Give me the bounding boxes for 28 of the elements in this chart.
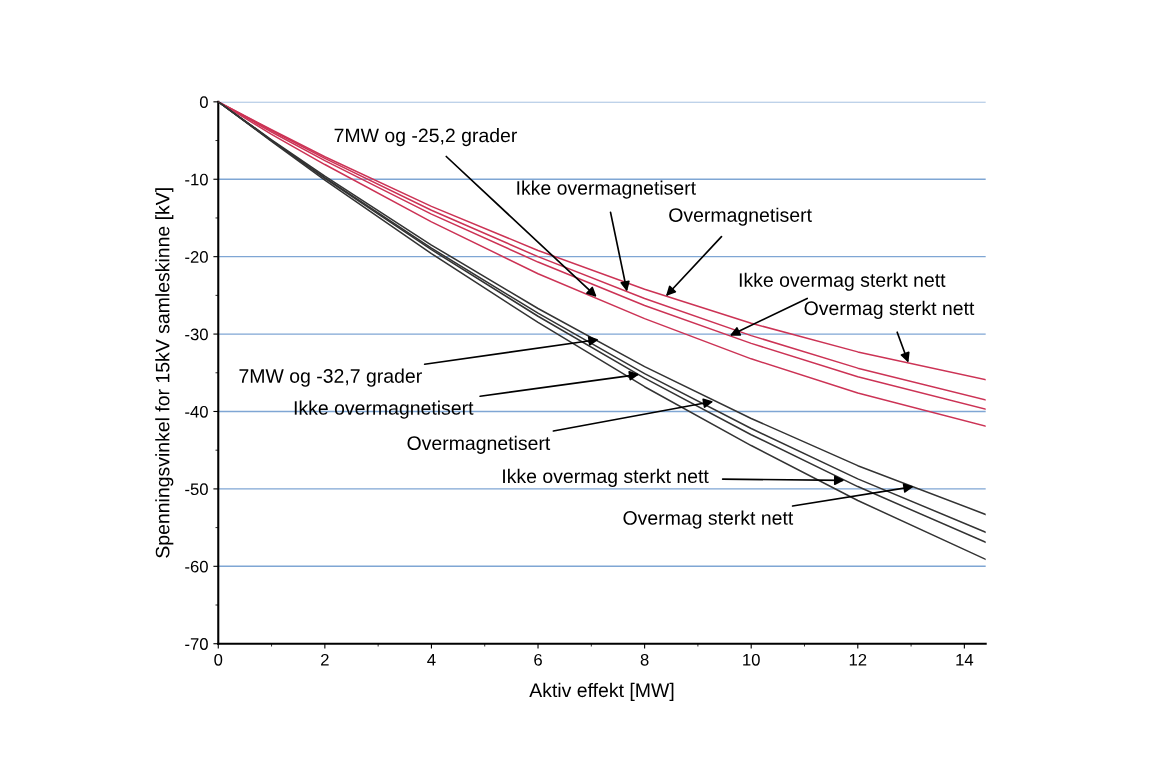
y-tick-label: -30 (185, 328, 208, 341)
x-tick-label: 14 (956, 654, 974, 666)
annotation: Ikke overmagnetisert (294, 400, 474, 419)
y-tick-label: 0 (199, 96, 208, 109)
y-tick-label: -60 (185, 560, 208, 573)
annotation: 7MW og -25,2 grader (334, 128, 518, 147)
y-tick-label: -70 (185, 638, 208, 650)
x-axis-title: Aktiv effekt [MW] (529, 682, 674, 701)
annotation: Ikke overmag sterkt nett (503, 468, 709, 487)
x-tick-label: 4 (427, 654, 436, 666)
y-tick-label: -10 (185, 173, 208, 186)
annotation: Overmag sterkt nett (804, 300, 975, 319)
annotation: Ikke overmag sterkt nett (739, 272, 946, 291)
y-tick-label: -40 (185, 405, 208, 418)
x-tick-label: 6 (534, 653, 542, 666)
y-axis-title: Spenningsvinkel for 15kV samleskinne [kV] (155, 188, 174, 558)
x-tick-label: 2 (321, 653, 329, 666)
annotation: Overmagnetisert (407, 435, 551, 454)
y-tick-label: -20 (185, 251, 208, 263)
y-tick-label: -50 (185, 483, 208, 496)
x-tick-label: 0 (214, 653, 223, 666)
annotation: Overmagnetisert (669, 207, 812, 226)
annotation: Ikke overmagnetisert (517, 180, 696, 199)
x-tick-label: 12 (849, 653, 867, 666)
annotation: 7MW og -32,7 grader (239, 368, 422, 387)
x-tick-label: 8 (640, 653, 649, 666)
annotation: Overmag sterkt nett (623, 510, 794, 529)
x-tick-label: 10 (743, 653, 760, 666)
